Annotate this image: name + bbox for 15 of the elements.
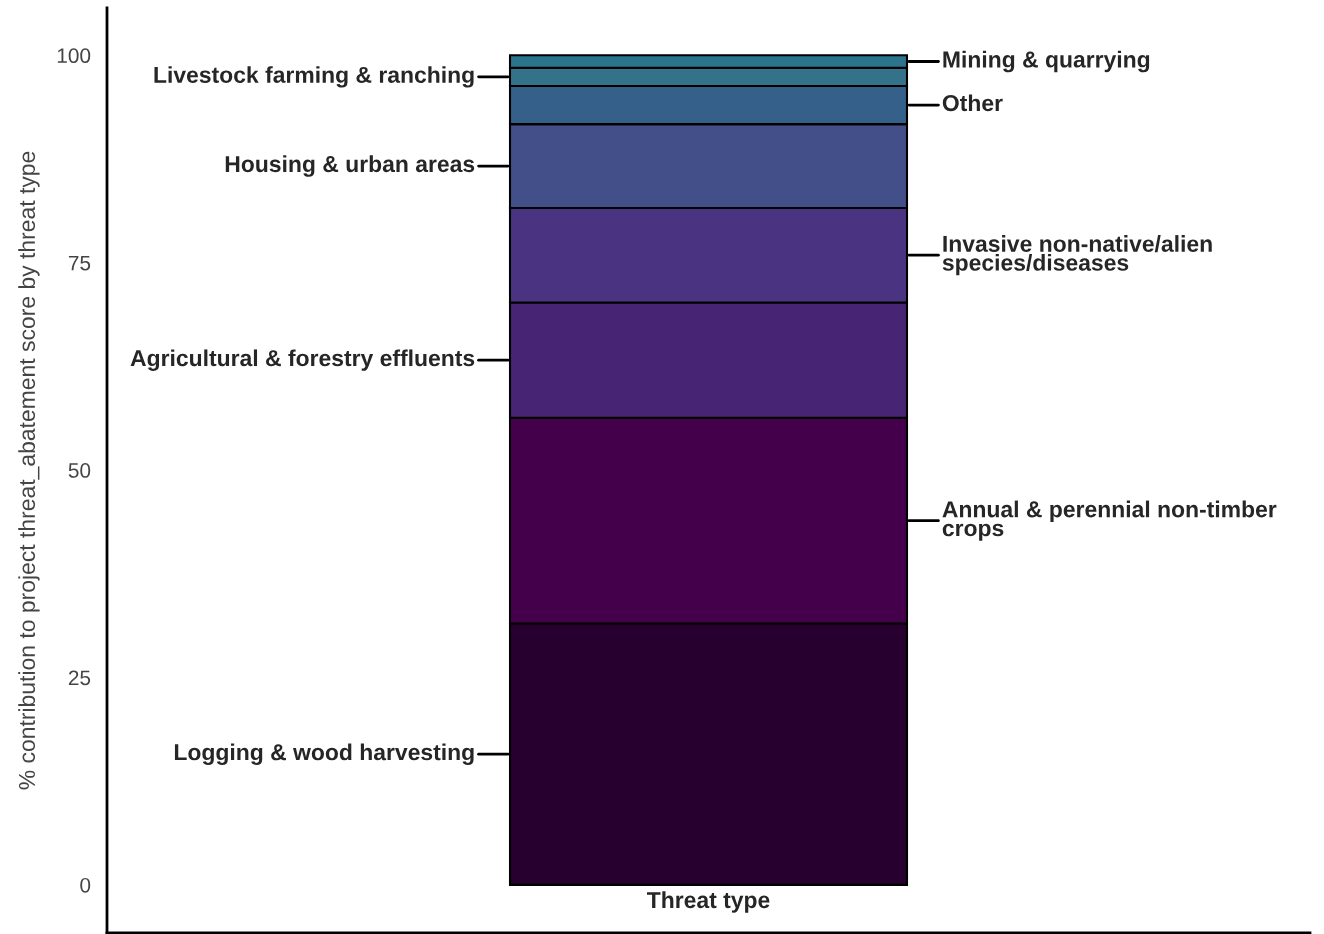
- series-label: Housing & urban areas: [225, 155, 475, 177]
- y-tick-label: 0: [80, 877, 91, 893]
- legend-label: Invasive non-native/alien species/diseases: [942, 235, 1212, 276]
- y-tick-label: 50: [68, 463, 91, 478]
- series-label: Livestock farming & ranching: [154, 66, 474, 88]
- series-label: Agricultural & forestry effluents: [130, 349, 475, 371]
- y-axis-title: % contribution to project threat_abatement score by threat type: [18, 151, 40, 790]
- x-tick-label: Threat type: [647, 891, 770, 913]
- y-tick-label: 25: [68, 670, 91, 686]
- legend-label: Annual & perennial non-timber crops: [942, 500, 1277, 541]
- legend-label: Other: [942, 94, 1003, 112]
- legend-label: Mining & quarrying: [943, 50, 1150, 73]
- series-label: Logging & wood harvesting: [174, 743, 474, 765]
- y-tick-label: 75: [68, 255, 91, 271]
- y-tick-label: 100: [57, 48, 91, 64]
